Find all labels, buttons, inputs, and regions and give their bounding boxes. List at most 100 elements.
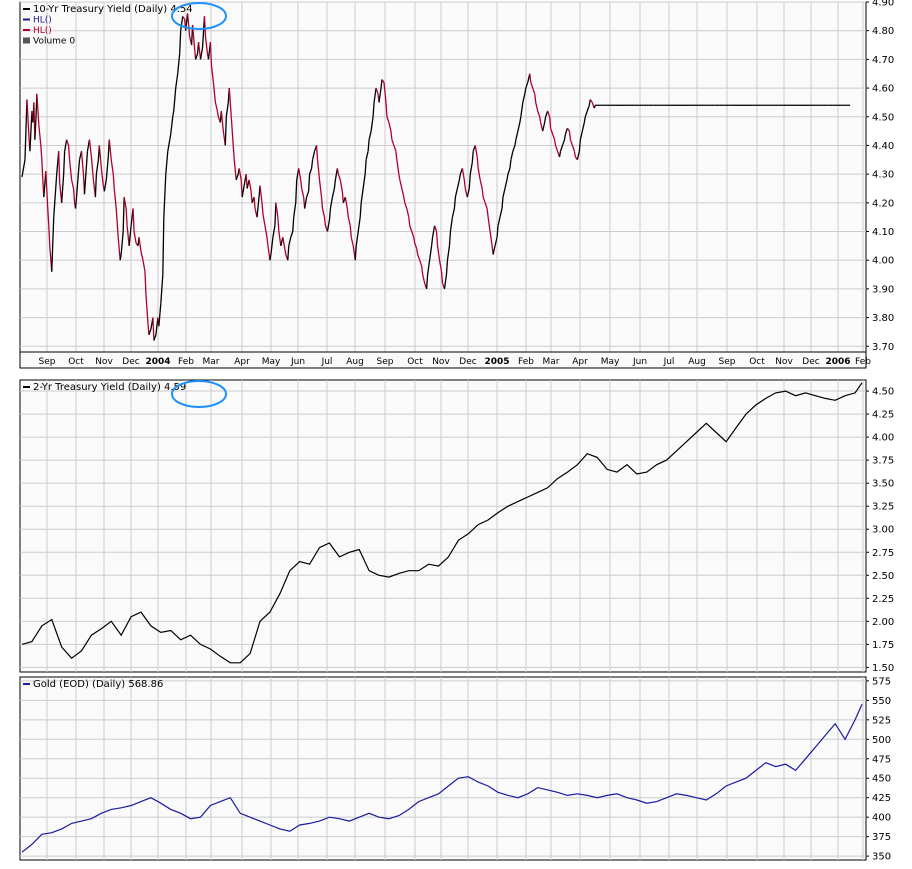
series-segment xyxy=(409,225,413,232)
series-segment xyxy=(520,102,524,117)
series-segment xyxy=(489,231,493,246)
series-segment xyxy=(568,131,572,140)
series-segment xyxy=(386,116,390,123)
series-segment xyxy=(169,133,172,140)
series-segment xyxy=(167,139,171,152)
y-tick-label: 3.90 xyxy=(872,284,894,295)
panel-2: 4.50 4.25 4.00 3.75 3.50 3.25 3.00 2.75 2.50 2.25… xyxy=(19,379,894,674)
y-tick-label: 3.25 xyxy=(872,502,894,513)
series-segment xyxy=(535,102,539,112)
series-segment xyxy=(454,188,459,198)
series-segment xyxy=(390,131,393,140)
series-segment xyxy=(501,197,504,209)
series-segment xyxy=(140,251,144,261)
series-segment xyxy=(551,133,556,140)
x-tick-label: Feb xyxy=(178,357,194,367)
series-segment xyxy=(83,165,88,195)
series-segment xyxy=(41,159,44,180)
series-segment xyxy=(530,82,534,89)
series-segment xyxy=(230,116,234,146)
series-segment xyxy=(566,127,570,132)
series-segment xyxy=(403,196,406,203)
series-segment xyxy=(581,122,585,132)
series-segment xyxy=(458,174,461,180)
series-segment xyxy=(328,208,332,221)
x-tick-label: Sep xyxy=(377,357,394,367)
series-segment xyxy=(461,168,465,180)
series-segment xyxy=(378,87,382,103)
series-segment xyxy=(122,197,125,232)
series-segment xyxy=(346,208,349,218)
series-segment xyxy=(440,271,444,284)
series-segment xyxy=(367,139,370,152)
series-segment xyxy=(98,145,102,169)
series-segment xyxy=(506,174,509,180)
series-segment xyxy=(542,122,546,132)
series-segment xyxy=(326,219,331,232)
series-segment xyxy=(77,159,81,172)
series-segment xyxy=(525,82,529,89)
x-tick-label: Nov xyxy=(432,357,450,367)
series-segment xyxy=(544,116,547,123)
panel-frame xyxy=(19,676,867,861)
series-segment xyxy=(320,197,324,209)
series-segment xyxy=(559,145,564,152)
series-segment xyxy=(235,173,239,181)
series-segment xyxy=(436,245,441,261)
x-tick-label: Mar xyxy=(203,357,220,367)
x-tick-label: Dec xyxy=(459,357,476,367)
series-segment xyxy=(110,159,114,175)
series-segment xyxy=(105,156,109,180)
series-segment xyxy=(152,317,155,341)
series-segment xyxy=(58,151,61,183)
y-tick-label: 550 xyxy=(872,696,891,707)
y-tick-label: 4.30 xyxy=(872,170,894,181)
x-tick-label: Oct xyxy=(407,357,423,367)
series-segment xyxy=(416,248,419,255)
series-segment xyxy=(94,174,98,198)
series-segment xyxy=(147,323,150,335)
series-segment xyxy=(172,110,175,117)
series-segment xyxy=(66,139,70,146)
series-segment xyxy=(474,145,478,158)
y-tick-label: 4.00 xyxy=(872,433,894,444)
series-segment xyxy=(578,139,581,152)
legend-entry: 2-Yr Treasury Yield (Daily) 4.59 xyxy=(33,382,186,393)
series-segment xyxy=(275,202,279,218)
series-segment xyxy=(138,237,142,252)
series-segment xyxy=(311,151,316,160)
series-segment xyxy=(70,179,75,189)
series-segment xyxy=(266,237,269,246)
series-line xyxy=(21,704,863,853)
series-segment xyxy=(347,217,351,226)
y-tick-label: 4.50 xyxy=(872,112,894,123)
series-segment xyxy=(128,225,132,246)
y-tick-label: 1.50 xyxy=(872,663,894,674)
series-segment xyxy=(29,110,33,152)
series-segment xyxy=(573,151,577,158)
series-segment xyxy=(267,245,271,261)
series-segment xyxy=(300,179,303,189)
x-tick-label: Jul xyxy=(663,357,675,367)
series-segment xyxy=(241,185,245,198)
series-segment xyxy=(259,185,263,203)
panel-frame xyxy=(19,379,867,673)
series-segment xyxy=(21,159,26,178)
series-segment xyxy=(233,159,237,180)
series-segment xyxy=(422,274,426,284)
series-segment xyxy=(308,168,313,175)
series-segment xyxy=(212,82,217,103)
series-segment xyxy=(419,259,423,267)
y-tick-label: 400 xyxy=(872,813,891,824)
legend-entry: 10-Yr Treasury Yield (Daily) 4.54 xyxy=(33,4,193,15)
series-segment xyxy=(216,110,220,117)
series-segment xyxy=(534,93,537,103)
series-segment xyxy=(553,139,557,146)
series-segment xyxy=(119,254,122,261)
y-tick-label: 3.80 xyxy=(872,313,894,324)
series-segment xyxy=(67,145,71,160)
series-segment xyxy=(396,159,400,175)
series-segment xyxy=(272,225,276,238)
series-segment xyxy=(413,237,416,244)
series-segment xyxy=(380,79,383,89)
